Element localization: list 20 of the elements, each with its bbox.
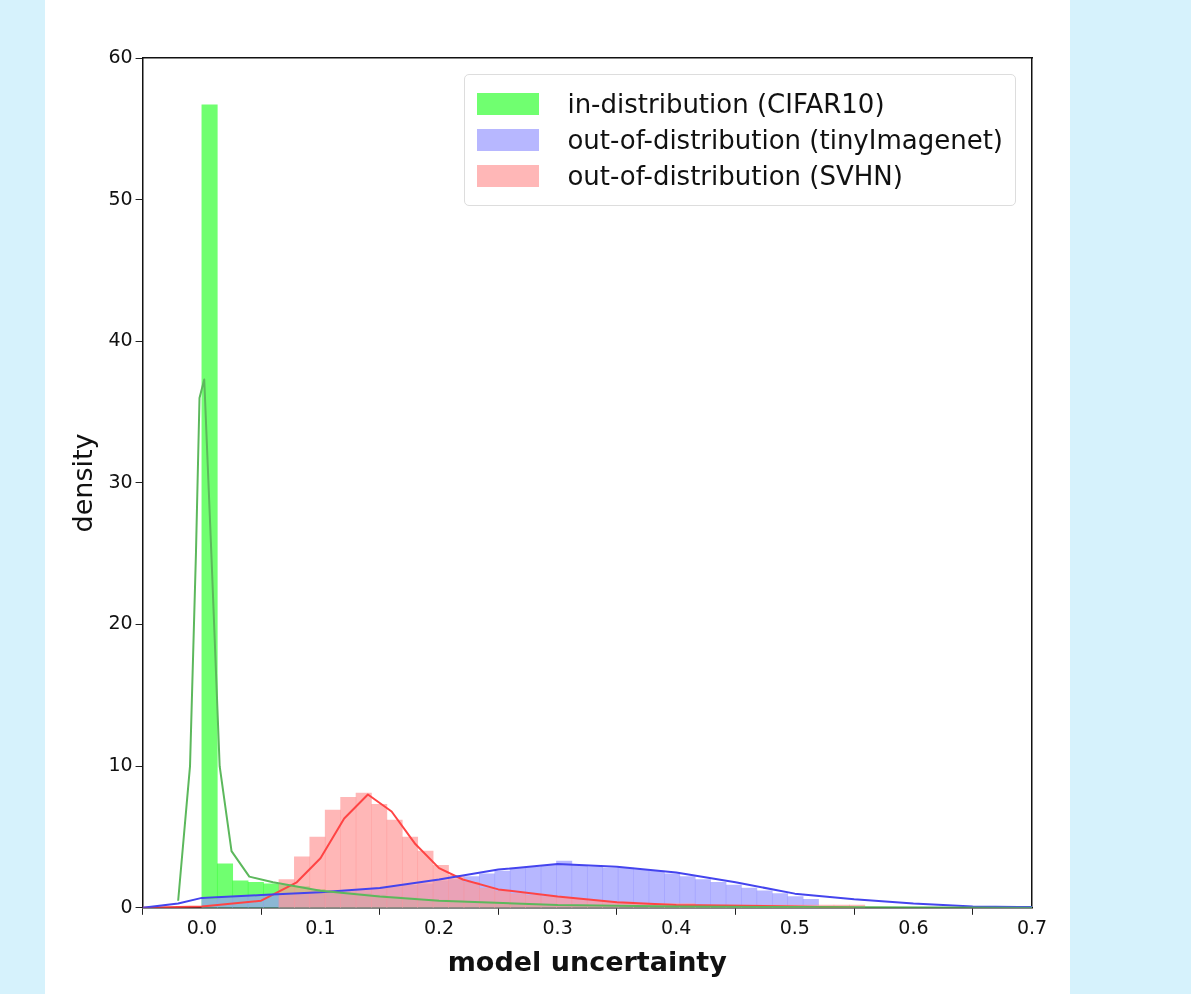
y-axis-title: density [67,433,99,533]
legend-label: out-of-distribution (tinyImagenet) [567,125,1003,155]
x-tick-label: 0.5 [779,916,810,939]
x-tick-label: 0.7 [1016,916,1048,939]
y-tick-label: 60 [108,44,133,67]
x-tick-label: 0.6 [898,916,929,939]
legend-label: in-distribution (CIFAR10) [567,89,885,119]
y-tick-label: 10 [108,753,133,776]
legend-label: out-of-distribution (SVHN) [567,161,903,191]
x-tick-label: 0.4 [661,916,692,939]
y-tick-label: 20 [108,611,133,634]
x-tick-label: 0.0 [186,916,217,939]
y-tick-label: 40 [108,328,133,351]
y-tick-label: 50 [108,186,133,209]
x-axis-title: model uncertainty [447,945,728,977]
x-tick-label: 0.1 [305,916,336,939]
x-tick-label: 0.2 [423,916,455,939]
y-tick-label: 30 [108,469,133,492]
y-tick-label: 0 [120,894,133,917]
x-tick-label: 0.3 [542,916,573,939]
